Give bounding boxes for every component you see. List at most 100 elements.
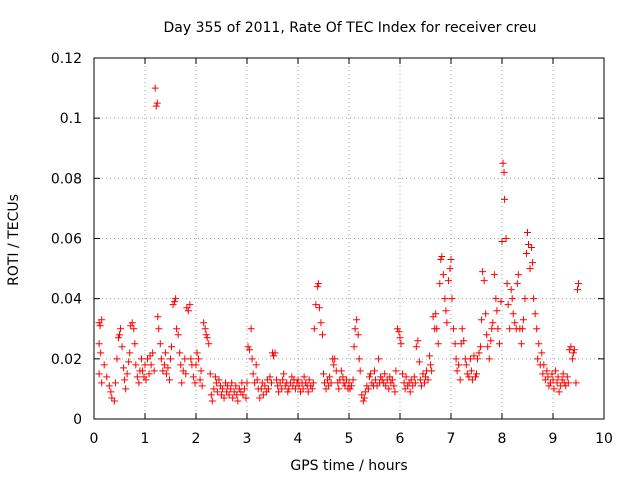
data-point: [330, 361, 338, 369]
data-point: [494, 325, 502, 333]
data-point: [568, 355, 576, 363]
data-point: [122, 385, 130, 393]
data-point: [439, 271, 447, 279]
data-point: [483, 331, 491, 339]
data-point: [279, 376, 287, 384]
y-tick-label: 0: [73, 412, 82, 428]
data-point: [460, 337, 468, 345]
axis-ticks: 0 1 2 3 4 5 6 7 8 9 10 0 0.02 0.04 0.06 0.08 0.1 0.12: [51, 51, 613, 447]
data-point: [371, 367, 378, 375]
data-point: [152, 102, 160, 110]
data-point: [490, 271, 498, 279]
data-point: [259, 391, 267, 399]
data-point: [450, 325, 458, 333]
data-point: [522, 250, 530, 258]
data-point: [447, 256, 455, 264]
data-point: [177, 361, 185, 369]
data-point: [266, 373, 274, 381]
data-point: [145, 370, 153, 378]
data-point: [453, 367, 461, 375]
data-point: [375, 355, 383, 363]
data-point: [291, 385, 299, 393]
data-point: [552, 367, 560, 375]
data-point: [385, 385, 393, 393]
data-point: [310, 325, 318, 333]
data-point: [452, 355, 460, 363]
data-point: [442, 307, 450, 315]
data-point: [351, 325, 359, 333]
data-point: [489, 319, 497, 327]
data-point: [540, 361, 548, 369]
data-point: [396, 334, 404, 342]
x-tick-label: 4: [294, 431, 303, 447]
data-point: [517, 340, 525, 348]
data-point: [315, 304, 323, 312]
data-point: [178, 379, 186, 387]
data-point: [349, 376, 357, 384]
data-point: [133, 373, 141, 381]
data-point: [127, 322, 135, 330]
data-point: [407, 376, 415, 384]
data-point: [153, 99, 161, 107]
data-point: [573, 286, 581, 294]
data-point: [281, 382, 289, 390]
data-point: [113, 355, 121, 363]
data-point: [354, 331, 362, 339]
data-point: [165, 376, 173, 384]
data-point: [156, 340, 164, 348]
data-point: [208, 397, 216, 405]
data-point: [160, 361, 168, 369]
data-point: [159, 367, 167, 375]
data-point: [137, 355, 145, 363]
data-point: [271, 349, 279, 357]
data-point: [280, 370, 288, 378]
data-point: [545, 382, 553, 390]
data-point: [458, 325, 466, 333]
data-point: [227, 385, 235, 393]
data-point: [267, 379, 275, 387]
data-point: [451, 340, 459, 348]
data-point: [168, 343, 176, 351]
data-point: [559, 370, 567, 378]
data-point: [433, 325, 441, 333]
data-point: [416, 376, 424, 384]
data-point: [123, 370, 131, 378]
data-point: [388, 376, 396, 384]
data-point: [270, 352, 278, 360]
data-point: [317, 319, 325, 327]
data-point: [360, 394, 368, 402]
data-point: [167, 355, 174, 363]
data-point: [414, 337, 422, 345]
x-tick-label: 5: [345, 431, 354, 447]
data-point: [249, 370, 257, 378]
data-point: [309, 379, 317, 387]
data-point: [550, 385, 558, 393]
data-point: [239, 391, 247, 399]
data-point: [554, 373, 562, 381]
data-point: [493, 307, 501, 315]
data-point: [395, 328, 403, 336]
data-point: [539, 370, 547, 378]
data-point: [138, 367, 146, 375]
data-point: [273, 376, 281, 384]
data-point: [285, 385, 293, 393]
data-point: [497, 298, 505, 306]
x-tick-label: 3: [243, 431, 252, 447]
data-point: [304, 388, 312, 396]
data-point: [116, 331, 123, 339]
data-point: [359, 397, 367, 405]
data-point: [575, 280, 582, 288]
data-point: [220, 394, 228, 402]
x-tick-label: 1: [141, 431, 150, 447]
data-point: [364, 385, 372, 393]
data-point: [570, 346, 578, 354]
data-point: [368, 379, 376, 387]
data-point: [95, 370, 103, 378]
data-point: [256, 394, 264, 402]
data-point: [500, 168, 508, 176]
data-point: [377, 373, 385, 381]
data-point: [200, 319, 208, 327]
data-point: [456, 376, 464, 384]
data-point: [339, 373, 347, 381]
data-point: [393, 325, 401, 333]
